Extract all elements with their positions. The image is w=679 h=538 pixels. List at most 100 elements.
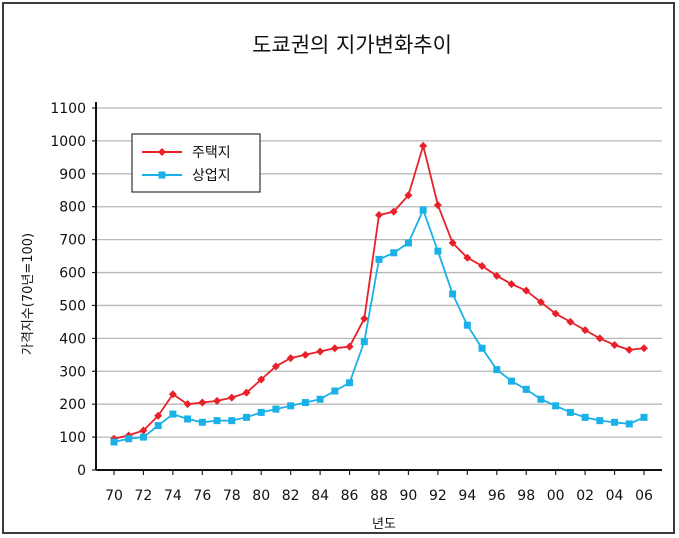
data-point-1-1978 xyxy=(228,417,236,425)
y-tick-label-600: 600 xyxy=(59,266,86,282)
data-point-0-2001 xyxy=(566,317,575,326)
data-point-1-1988 xyxy=(375,255,383,263)
data-point-1-2002 xyxy=(581,413,589,421)
data-point-0-1997 xyxy=(507,280,516,289)
x-tick-label-02: 02 xyxy=(576,488,594,504)
x-axis-label: 년도 xyxy=(372,517,396,532)
data-point-1-1986 xyxy=(346,379,354,387)
data-point-1-1992 xyxy=(434,247,442,255)
data-point-0-2002 xyxy=(581,326,590,335)
data-point-1-1982 xyxy=(287,402,295,410)
data-point-1-1983 xyxy=(301,399,309,407)
data-point-0-1990 xyxy=(404,191,413,200)
data-point-1-2000 xyxy=(552,402,560,410)
data-point-0-2006 xyxy=(640,344,648,353)
y-axis-label: 가격지수(70년=100) xyxy=(21,233,36,355)
data-point-1-1994 xyxy=(463,321,471,329)
data-point-0-2000 xyxy=(551,309,560,318)
data-point-1-1974 xyxy=(169,410,177,418)
series-group xyxy=(110,141,648,446)
y-tick-label-200: 200 xyxy=(59,397,86,413)
data-point-0-1975 xyxy=(183,400,192,409)
x-tick-label-98: 98 xyxy=(517,488,535,504)
data-point-0-1981 xyxy=(271,362,280,371)
data-point-0-1978 xyxy=(227,393,236,402)
data-point-1-1999 xyxy=(537,395,545,403)
data-point-0-1982 xyxy=(286,354,295,363)
data-point-0-1973 xyxy=(154,411,163,420)
data-point-1-1997 xyxy=(508,377,515,385)
data-point-0-1995 xyxy=(478,261,487,270)
data-point-1-1979 xyxy=(243,413,250,421)
series-line-1 xyxy=(113,207,645,443)
data-point-0-1980 xyxy=(257,375,266,384)
data-point-1-1970 xyxy=(110,438,118,446)
y-tick-label-300: 300 xyxy=(59,364,86,380)
data-point-0-1993 xyxy=(448,238,457,247)
data-point-0-1988 xyxy=(375,210,383,219)
data-point-1-1971 xyxy=(125,435,133,443)
y-tick-label-400: 400 xyxy=(59,331,86,347)
data-point-0-1994 xyxy=(463,253,472,262)
x-tick-label-78: 78 xyxy=(223,488,241,504)
y-tick-label-1100: 1100 xyxy=(50,101,86,117)
chart-title: 도쿄권의 지가변화추이 xyxy=(252,33,452,57)
legend-marker-commercial xyxy=(158,171,166,179)
x-tick-label-80: 80 xyxy=(252,488,270,504)
data-point-0-1983 xyxy=(301,350,310,359)
data-point-0-1972 xyxy=(139,426,148,435)
x-tick-label-76: 76 xyxy=(193,488,211,504)
data-point-0-1999 xyxy=(536,298,545,307)
y-tick-label-800: 800 xyxy=(59,200,86,216)
x-tick-label-92: 92 xyxy=(429,488,447,504)
data-point-0-2003 xyxy=(595,334,604,343)
legend-label-residential: 주택지 xyxy=(192,145,231,161)
legend-label-commercial: 상업지 xyxy=(192,168,231,184)
data-point-0-2004 xyxy=(610,340,619,349)
y-tick-label-900: 900 xyxy=(59,167,86,183)
data-point-1-1981 xyxy=(272,405,280,413)
y-tick-label-500: 500 xyxy=(59,298,86,314)
data-point-1-1973 xyxy=(154,422,162,430)
x-tick-label-86: 86 xyxy=(341,488,359,504)
x-tick-label-94: 94 xyxy=(458,488,476,504)
line-chart: 도쿄권의 지가변화추이 0100200300400500600700800900… xyxy=(21,33,662,532)
data-point-0-1987 xyxy=(360,314,369,323)
data-point-1-1980 xyxy=(257,408,265,416)
axes xyxy=(95,102,662,471)
data-point-0-1985 xyxy=(330,344,339,353)
data-point-1-2006 xyxy=(640,413,648,421)
data-point-0-1984 xyxy=(316,347,325,356)
x-tick-label-90: 90 xyxy=(400,488,418,504)
legend: 주택지 상업지 xyxy=(131,133,261,193)
data-point-1-1998 xyxy=(522,385,530,393)
x-tick-label-00: 00 xyxy=(547,488,565,504)
x-tick-label-96: 96 xyxy=(488,488,506,504)
data-point-0-1992 xyxy=(433,201,442,210)
data-point-0-1976 xyxy=(198,398,207,407)
x-tick-label-04: 04 xyxy=(606,488,624,504)
data-point-0-1974 xyxy=(168,390,177,399)
data-point-0-1977 xyxy=(213,396,222,405)
data-point-1-1975 xyxy=(184,415,192,423)
data-point-1-2005 xyxy=(625,420,633,428)
data-point-1-1993 xyxy=(449,290,457,298)
data-point-1-1987 xyxy=(360,338,368,346)
x-tick-label-72: 72 xyxy=(135,488,153,504)
data-point-0-1996 xyxy=(492,271,501,280)
data-point-0-1991 xyxy=(419,141,428,150)
data-point-0-1979 xyxy=(242,388,251,397)
data-point-1-1977 xyxy=(213,417,221,425)
y-axis-ticks: 0 100 200 300 400 500 600 700 800 900 1000 1100 xyxy=(50,101,96,479)
data-point-1-2004 xyxy=(611,418,619,426)
data-point-1-1989 xyxy=(390,249,398,257)
data-point-0-2005 xyxy=(625,345,634,354)
legend-marker-residential xyxy=(158,148,166,156)
data-point-1-1972 xyxy=(139,433,147,441)
data-point-1-1995 xyxy=(478,344,486,352)
y-tick-label-1000: 1000 xyxy=(50,134,86,150)
data-point-1-1996 xyxy=(493,366,501,374)
data-point-1-1976 xyxy=(198,418,206,426)
y-tick-label-0: 0 xyxy=(77,463,86,479)
data-point-0-1986 xyxy=(345,342,354,351)
